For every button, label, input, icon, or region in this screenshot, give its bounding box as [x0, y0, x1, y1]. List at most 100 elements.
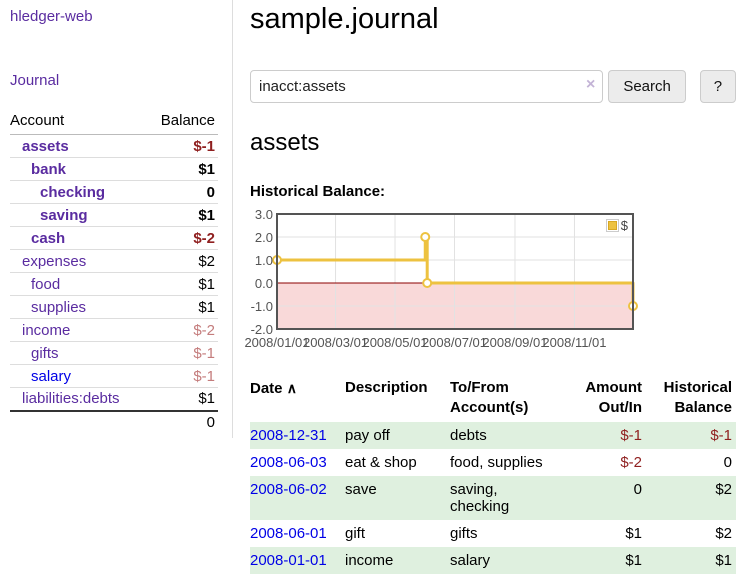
- transaction-accounts: salary: [450, 552, 491, 569]
- register-header-row: Date ∧ Description To/From Account(s) Am…: [250, 376, 736, 422]
- transaction-accounts: debts: [450, 427, 487, 444]
- sidebar-account-link[interactable]: food: [31, 275, 61, 293]
- transaction-amount: $-2: [620, 454, 642, 471]
- accounts-total-value: 0: [206, 414, 215, 431]
- x-axis-tick-label: 2008/05/01: [362, 335, 428, 350]
- transaction-description: pay off: [345, 427, 390, 444]
- amount-column-header: Amount Out/In: [585, 379, 642, 416]
- sidebar-account-link[interactable]: liabilities:debts: [22, 390, 120, 408]
- sidebar-account-link[interactable]: bank: [31, 160, 67, 178]
- account-balance: $1: [198, 298, 215, 316]
- account-row: liabilities:debts $1: [10, 387, 218, 411]
- account-row: assets $-1: [10, 135, 218, 158]
- transaction-amount: 0: [633, 481, 642, 498]
- sidebar-account-link[interactable]: supplies: [31, 298, 87, 316]
- x-axis-tick-label: 2008/11/01: [542, 335, 607, 350]
- transaction-amount: $1: [625, 552, 642, 569]
- sidebar-account-link[interactable]: assets: [22, 137, 69, 155]
- account-balance: $-1: [193, 367, 215, 385]
- sidebar-account-link[interactable]: checking: [40, 183, 106, 201]
- transaction-date-link[interactable]: 2008-12-31: [250, 427, 327, 444]
- x-axis-tick-label: 2008/09/01: [482, 335, 548, 350]
- sidebar-item-journal[interactable]: Journal: [10, 72, 60, 89]
- legend-label: $: [620, 218, 628, 233]
- y-axis-tick-label: 1.0: [254, 253, 273, 268]
- sidebar-account-link[interactable]: gifts: [31, 344, 59, 362]
- account-row: income $-2: [10, 318, 218, 342]
- table-row: 2008-01-01 income salary $1 $1: [250, 547, 736, 574]
- page-title: sample.journal: [250, 3, 439, 35]
- sidebar: hledger-web Journal Account Balance asse…: [0, 0, 233, 438]
- help-button[interactable]: ?: [699, 70, 736, 103]
- search-button[interactable]: Search: [608, 70, 686, 103]
- table-row: 2008-12-31 pay off debts $-1 $-1: [250, 422, 736, 449]
- balance-header: Historical Balance: [663, 379, 732, 416]
- transaction-balance: $-1: [710, 427, 732, 444]
- transaction-accounts: gifts: [450, 525, 478, 542]
- transaction-date-link[interactable]: 2008-01-01: [250, 552, 327, 569]
- account-row: bank $1: [10, 157, 218, 181]
- sort-asc-icon: ∧: [286, 380, 297, 396]
- account-balance: $-2: [193, 321, 215, 339]
- chart-canvas: [272, 213, 638, 330]
- transaction-balance: $2: [715, 481, 732, 498]
- app-brand-link[interactable]: hledger-web: [10, 8, 93, 25]
- y-axis-tick-label: 3.0: [254, 207, 273, 222]
- account-row: salary $-1: [10, 364, 218, 388]
- account-balance: $1: [198, 275, 215, 293]
- account-balance: $-1: [193, 344, 215, 362]
- date-column-header[interactable]: Date ∧: [250, 380, 297, 397]
- account-balance: 0: [206, 183, 215, 201]
- table-row: 2008-06-02 save saving, checking 0 $2: [250, 476, 736, 520]
- y-axis-tick-label: 2.0: [254, 230, 273, 245]
- transaction-accounts: food, supplies: [450, 454, 543, 471]
- account-balance: $2: [198, 252, 215, 270]
- accounts-total-row: 0: [10, 410, 218, 434]
- transaction-date-link[interactable]: 2008-06-03: [250, 454, 327, 471]
- accounts-table-body: assets $-1 bank $1 checking 0 saving $1 cash $-2 e…: [10, 135, 218, 411]
- main-content: sample.journal × Search ? assets Histori…: [244, 0, 736, 574]
- account-row: food $1: [10, 272, 218, 296]
- y-axis-tick-label: -1.0: [250, 299, 273, 314]
- chart-title: Historical Balance:: [250, 183, 386, 200]
- account-balance: $1: [198, 390, 215, 408]
- account-row: cash $-2: [10, 226, 218, 250]
- accounts-table: Account Balance assets $-1 bank $1 checking 0…: [10, 109, 218, 434]
- account-row: saving $1: [10, 203, 218, 227]
- transaction-accounts: saving, checking: [450, 481, 510, 515]
- register-table-body: 2008-12-31 pay off debts $-1 $-1 2008-06-03 ea…: [250, 422, 736, 574]
- transaction-balance: $2: [715, 525, 732, 542]
- sidebar-account-link[interactable]: income: [22, 321, 71, 339]
- chart-legend: $: [605, 218, 628, 233]
- sidebar-account-link[interactable]: expenses: [22, 252, 87, 270]
- transaction-amount: $1: [625, 525, 642, 542]
- clear-search-icon[interactable]: ×: [585, 76, 596, 93]
- account-row: gifts $-1: [10, 341, 218, 365]
- account-row: expenses $2: [10, 249, 218, 273]
- transaction-date-link[interactable]: 2008-06-01: [250, 525, 327, 542]
- x-axis-tick-label: 2008/03/01: [302, 335, 369, 350]
- transaction-description: income: [345, 552, 394, 569]
- y-axis-tick-label: 0.0: [254, 276, 273, 291]
- x-axis-tick-label: 2008/07/01: [421, 335, 488, 350]
- transaction-description: save: [345, 481, 377, 498]
- account-balance: $1: [198, 206, 215, 224]
- historical-balance-chart: $ 3.0 2.0 1.0 0.0 -1.0 -2.0 2008/01/01 2008/03…: [244, 207, 638, 351]
- account-balance: $-2: [193, 229, 215, 247]
- description-column-header: Description: [345, 379, 428, 396]
- sidebar-account-link[interactable]: saving: [40, 206, 88, 224]
- account-balance: $1: [198, 160, 215, 178]
- search-input[interactable]: [250, 70, 604, 103]
- sidebar-account-link[interactable]: cash: [31, 229, 66, 247]
- account-column-header: Account: [10, 112, 65, 129]
- transaction-description: eat & shop: [345, 454, 417, 471]
- transaction-balance: $1: [715, 552, 732, 569]
- tofrom-column-header: To/From Account(s): [450, 379, 529, 416]
- register-table: Date ∧ Description To/From Account(s) Am…: [250, 376, 736, 574]
- x-axis-tick-label: 2008/01/01: [244, 335, 310, 350]
- transaction-date-link[interactable]: 2008-06-02: [250, 481, 327, 498]
- transaction-balance: 0: [723, 454, 732, 471]
- sidebar-account-link[interactable]: salary: [31, 367, 72, 385]
- transaction-description: gift: [345, 525, 366, 542]
- accounts-table-header: Account Balance: [10, 109, 218, 135]
